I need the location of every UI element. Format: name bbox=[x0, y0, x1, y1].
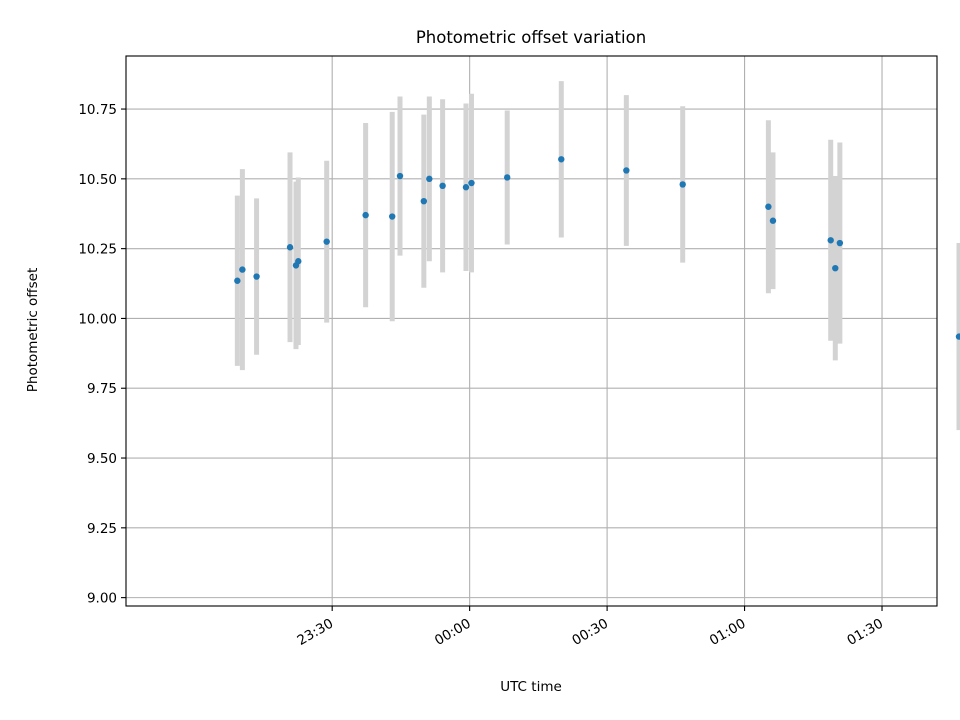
data-point bbox=[468, 179, 475, 187]
data-point bbox=[504, 174, 511, 181]
data-point bbox=[769, 217, 777, 224]
y-tick-label: 10.75 bbox=[78, 102, 117, 118]
data-point bbox=[623, 167, 630, 174]
data-point bbox=[836, 239, 844, 247]
y-tick-label: 10.00 bbox=[78, 311, 117, 327]
data-points bbox=[234, 156, 960, 340]
data-point bbox=[439, 182, 446, 190]
chart-title: Photometric offset variation bbox=[416, 28, 646, 47]
y-tick-label: 9.25 bbox=[87, 521, 117, 537]
data-point bbox=[396, 172, 404, 180]
data-point bbox=[420, 197, 428, 205]
data-point bbox=[558, 156, 565, 163]
data-point bbox=[389, 213, 396, 220]
y-tick-label: 10.25 bbox=[78, 242, 117, 258]
data-point bbox=[426, 175, 433, 183]
data-point bbox=[253, 273, 260, 280]
data-point bbox=[239, 266, 246, 273]
data-point bbox=[286, 244, 294, 251]
data-point bbox=[295, 258, 302, 265]
grid bbox=[126, 56, 937, 606]
data-point bbox=[462, 184, 470, 191]
data-point bbox=[765, 203, 772, 210]
data-point bbox=[827, 237, 834, 244]
y-tick-label: 10.50 bbox=[78, 172, 117, 188]
data-point bbox=[234, 277, 241, 284]
y-tick-label: 9.00 bbox=[87, 591, 117, 607]
data-point bbox=[832, 264, 839, 272]
y-tick-label: 9.75 bbox=[87, 381, 117, 397]
y-axis-label: Photometric offset bbox=[25, 268, 41, 392]
data-point bbox=[323, 238, 330, 245]
data-point bbox=[362, 211, 369, 219]
plot-frame bbox=[125, 55, 938, 607]
y-tick-label: 9.50 bbox=[87, 451, 117, 467]
x-axis-label: UTC time bbox=[500, 679, 562, 695]
data-point bbox=[679, 181, 686, 188]
data-point bbox=[955, 333, 960, 340]
